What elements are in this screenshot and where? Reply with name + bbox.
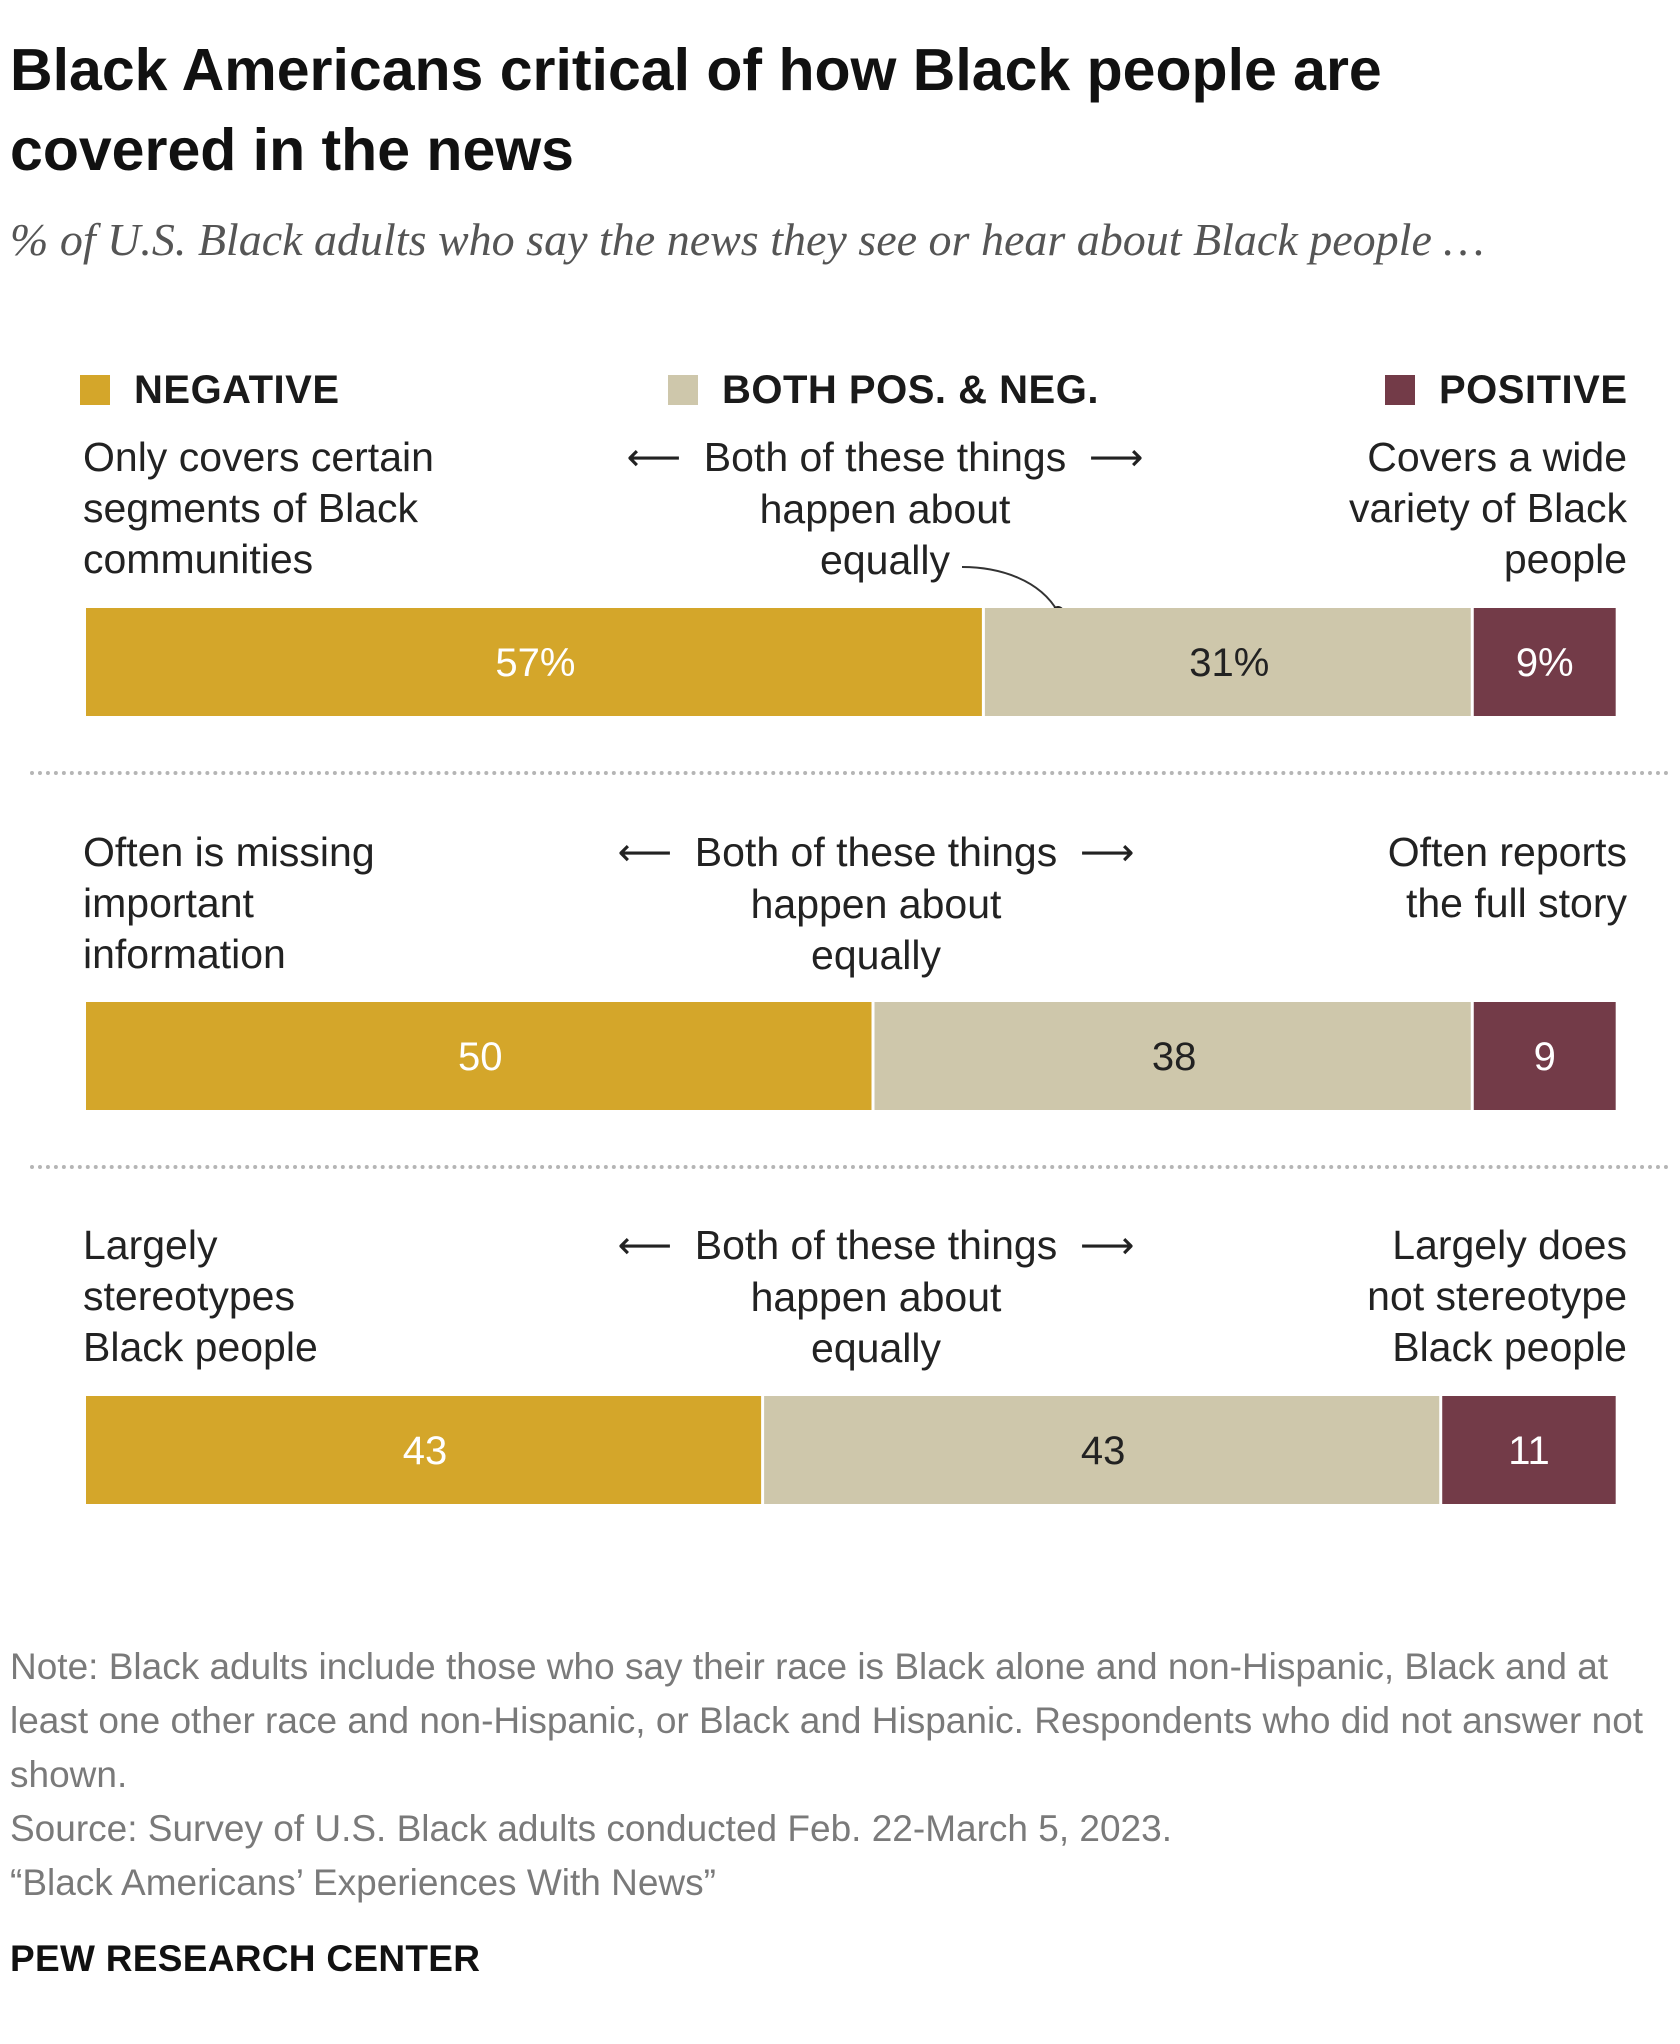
bar-segment-negative-row2 [86, 1002, 872, 1110]
legend-label-both: BOTH POS. & NEG. [722, 368, 1099, 412]
chart-subtitle: % of U.S. Black adults who say the news … [10, 214, 1485, 265]
row2-middle-label: ⟵ Both of these things ⟶ happen about eq… [566, 827, 1186, 981]
row1-middle-line: equally [820, 537, 950, 583]
bar-segment-positive-row2 [1473, 1002, 1616, 1110]
bar-segment-positive-row3 [1442, 1396, 1616, 1504]
row-divider [30, 771, 1670, 775]
row1-right-line: people [1503, 536, 1627, 582]
row3-middle-label: ⟵ Both of these things ⟶ happen about eq… [566, 1220, 1186, 1374]
bar-value-label: 43 [1081, 1429, 1126, 1473]
report-title-text: “Black Americans’ Experiences With News” [10, 1862, 716, 1903]
legend-item-both: BOTH POS. & NEG. [668, 368, 1099, 413]
legend-swatch-both [668, 375, 698, 405]
source-text: Source: Survey of U.S. Black adults cond… [10, 1808, 1172, 1849]
bar-value-label: 9% [1516, 641, 1574, 685]
bar-value-label: 38 [1152, 1035, 1197, 1079]
chart-title: Black Americans critical of how Black pe… [10, 37, 1382, 183]
row3-left-line: Largely [83, 1222, 218, 1268]
note-text: Note: Black adults include those who say… [10, 1646, 1644, 1795]
brand-logo-text: PEW RESEARCH CENTER [10, 1938, 481, 1979]
bar-segment-both-pos-neg-row1 [984, 608, 1471, 716]
row1-middle-line: happen about [759, 486, 1011, 532]
right-arrow-icon: ⟶ [1080, 1225, 1135, 1267]
row3-left-label: Largely stereotypes Black people [83, 1220, 603, 1373]
bar-value-label: 50 [458, 1035, 503, 1079]
row2-right-line: the full story [1405, 880, 1627, 926]
bar-value-label: 31% [1189, 641, 1269, 685]
legend-label-negative: NEGATIVE [134, 368, 340, 412]
row3-middle-line: happen about [750, 1274, 1002, 1320]
row1-middle-label: ⟵ Both of these things ⟶ happen about eq… [575, 432, 1195, 586]
row2-middle-line: equally [811, 932, 941, 978]
row1-left-line: segments of Black [83, 485, 418, 531]
row3-middle-line: Both of these things [694, 1222, 1058, 1268]
legend-item-negative: NEGATIVE [80, 368, 340, 413]
row1-right-label: Covers a wide variety of Black people [1250, 432, 1627, 585]
row-divider [30, 1165, 1670, 1169]
row3-right-line: Largely does [1392, 1222, 1627, 1268]
row3-left-line: stereotypes [83, 1273, 295, 1319]
bar-value-label: 43 [403, 1429, 448, 1473]
row1-left-line: Only covers certain [83, 434, 434, 480]
right-arrow-icon: ⟶ [1080, 832, 1135, 874]
bar-value-label: 9 [1534, 1035, 1556, 1079]
row2-middle-line: happen about [750, 881, 1002, 927]
bar-segment-both-pos-neg-row3 [764, 1396, 1440, 1504]
right-arrow-icon: ⟶ [1089, 437, 1144, 479]
bar-segment-negative-row3 [86, 1396, 762, 1504]
row2-left-line: information [83, 931, 286, 977]
legend-swatch-positive [1385, 375, 1415, 405]
bar-segment-positive-row1 [1473, 608, 1616, 716]
row1-middle-line: Both of these things [703, 434, 1067, 480]
legend-item-positive: POSITIVE [1385, 368, 1628, 413]
row3-right-label: Largely does not stereotype Black people [1250, 1220, 1627, 1373]
row1-left-label: Only covers certain segments of Black co… [83, 432, 603, 585]
row1-right-line: Covers a wide [1367, 434, 1627, 480]
row3-right-line: Black people [1392, 1324, 1627, 1370]
left-arrow-icon: ⟵ [617, 832, 672, 874]
bar-value-label: 57% [495, 641, 575, 685]
bar-segment-both-pos-neg-row2 [874, 1002, 1471, 1110]
row2-middle-line: Both of these things [694, 829, 1058, 875]
row1-left-line: communities [83, 536, 314, 582]
legend-label-positive: POSITIVE [1439, 368, 1628, 412]
bar-segment-negative-row1 [86, 608, 982, 716]
row1-right-line: variety of Black [1349, 485, 1627, 531]
notes: Note: Black adults include those who say… [10, 1640, 1670, 1910]
bar-value-label: 11 [1508, 1429, 1550, 1473]
row3-right-line: not stereotype [1367, 1273, 1627, 1319]
row2-left-label: Often is missing important information [83, 827, 603, 980]
left-arrow-icon: ⟵ [617, 1225, 672, 1267]
row2-right-label: Often reports the full story [1250, 827, 1627, 929]
legend-swatch-negative [80, 375, 110, 405]
row3-middle-line: equally [811, 1325, 941, 1371]
row2-right-line: Often reports [1387, 829, 1627, 875]
left-arrow-icon: ⟵ [626, 437, 681, 479]
row2-left-line: important [83, 880, 254, 926]
row3-left-line: Black people [83, 1324, 318, 1370]
row2-left-line: Often is missing [83, 829, 375, 875]
